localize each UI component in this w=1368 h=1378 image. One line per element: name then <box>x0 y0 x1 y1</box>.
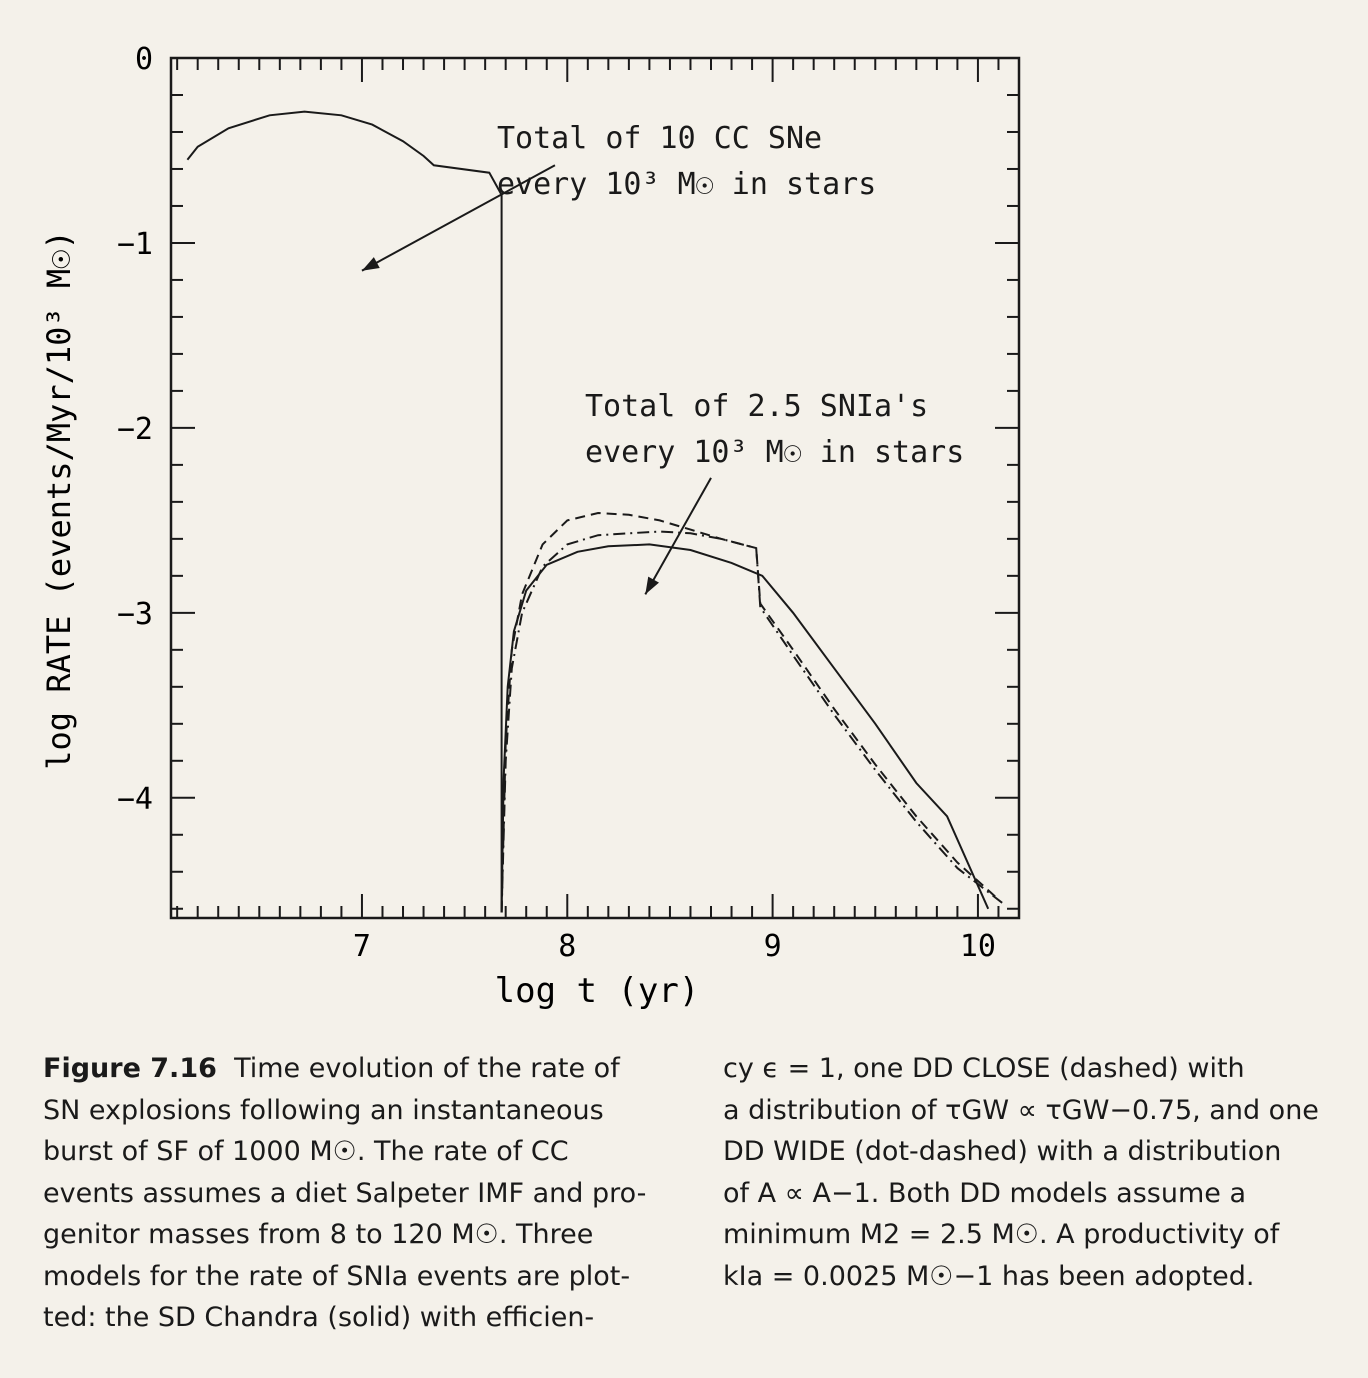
y-tick-label: −4 <box>117 782 153 817</box>
y-tick-label: −1 <box>117 227 153 262</box>
caption-right: cy ϵ = 1, one DD CLOSE (dashed) with a d… <box>723 1048 1343 1297</box>
snia-annotation-line1: Total of 2.5 SNIa's <box>585 389 929 424</box>
cc-annotation-line1: Total of 10 CC SNe <box>497 121 823 156</box>
y-tick-label: −2 <box>117 412 153 447</box>
axis-ticks <box>171 57 1020 918</box>
y-tick-label: −3 <box>117 597 153 632</box>
caption-line: cy ϵ = 1, one DD CLOSE (dashed) with <box>723 1053 1245 1084</box>
caption-line: minimum M2 = 2.5 M☉. A productivity of <box>723 1219 1280 1250</box>
chart-plot: 7 8 9 10 0 −1 −2 −3 −4 log t (yr) log RATE (even… <box>40 42 1021 1011</box>
figure-label: Figure 7.16 <box>43 1053 217 1084</box>
series-dashdot-line <box>500 530 1004 913</box>
annotation-arrow <box>361 164 556 272</box>
caption-left: Figure 7.16 Time evolution of the rate o… <box>43 1048 693 1339</box>
caption-line: kIa = 0.0025 M☉−1 has been adopted. <box>723 1260 1255 1292</box>
snia-annotation-line2: every 10³ M☉ in stars <box>585 435 965 470</box>
caption-line: burst of SF of 1000 M☉. The rate of CC <box>43 1136 569 1167</box>
series-solid-line <box>186 110 503 913</box>
tick-labels: 7 8 9 10 0 −1 −2 −3 −4 <box>117 42 996 964</box>
x-tick-label: 9 <box>764 929 782 964</box>
x-tick-label: 8 <box>558 929 576 964</box>
caption-line: events assumes a diet Salpeter IMF and p… <box>43 1177 647 1209</box>
y-axis-label: log RATE (events/Myr/10³ M☉) <box>40 230 78 769</box>
arrow-head <box>645 576 659 595</box>
annotation-arrows <box>361 164 712 595</box>
caption-line: genitor masses from 8 to 120 M☉. Three <box>43 1219 594 1250</box>
x-tick-label: 7 <box>353 929 371 964</box>
caption-line: of A ∝ A−1. Both DD models assume a <box>723 1177 1247 1209</box>
annotation-arrow <box>644 477 712 595</box>
rate-curves <box>186 110 1004 913</box>
caption-line: Figure 7.16 Time evolution of the rate o… <box>43 1053 620 1084</box>
x-axis-label: log t (yr) <box>495 971 700 1011</box>
caption-line: models for the rate of SNIa events are p… <box>43 1260 631 1292</box>
plot-frame <box>169 56 1021 920</box>
y-tick-label: 0 <box>135 42 153 77</box>
caption-line: a distribution of τGW ∝ τGW−0.75, and on… <box>723 1094 1319 1126</box>
cc-annotation-line2: every 10³ M☉ in stars <box>497 167 877 202</box>
caption-line: ted: the SD Chandra (solid) with efficie… <box>43 1302 595 1333</box>
caption-line: SN explosions following an instantaneous <box>43 1094 604 1126</box>
x-tick-label: 10 <box>960 929 996 964</box>
series-solid-line <box>500 543 990 913</box>
arrow-head <box>361 257 380 271</box>
series-dashed-line <box>500 511 1000 913</box>
caption-line: DD WIDE (dot-dashed) with a distribution <box>723 1136 1282 1167</box>
